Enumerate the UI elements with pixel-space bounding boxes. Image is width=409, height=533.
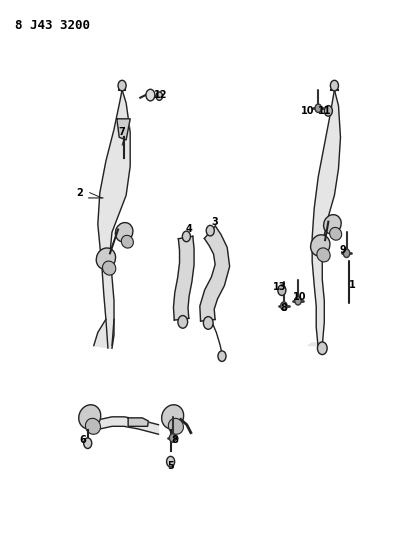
Circle shape xyxy=(166,456,174,467)
Circle shape xyxy=(277,285,285,295)
Text: 13: 13 xyxy=(272,281,286,292)
Polygon shape xyxy=(199,226,229,321)
Ellipse shape xyxy=(79,405,101,429)
Polygon shape xyxy=(100,417,158,434)
Ellipse shape xyxy=(85,418,100,434)
Ellipse shape xyxy=(329,228,341,240)
Circle shape xyxy=(324,106,332,116)
Circle shape xyxy=(294,296,301,305)
Circle shape xyxy=(280,302,286,310)
Text: 4: 4 xyxy=(185,223,192,233)
Circle shape xyxy=(317,342,326,354)
Circle shape xyxy=(182,231,190,241)
Text: 5: 5 xyxy=(167,461,173,471)
Polygon shape xyxy=(308,343,324,345)
Circle shape xyxy=(83,438,92,448)
Ellipse shape xyxy=(310,235,329,256)
Circle shape xyxy=(118,80,126,91)
Ellipse shape xyxy=(96,248,115,269)
Text: 3: 3 xyxy=(211,217,218,227)
Text: 1: 1 xyxy=(348,280,355,290)
Ellipse shape xyxy=(115,223,133,242)
Ellipse shape xyxy=(316,248,329,262)
Text: 8 J43 3200: 8 J43 3200 xyxy=(15,19,90,31)
Text: 9: 9 xyxy=(338,245,345,255)
Circle shape xyxy=(146,90,155,101)
Text: 11: 11 xyxy=(317,106,330,116)
Circle shape xyxy=(314,104,321,112)
Text: 2: 2 xyxy=(76,188,83,198)
Circle shape xyxy=(156,92,162,100)
Polygon shape xyxy=(94,319,114,348)
Text: 8: 8 xyxy=(280,303,287,313)
Text: 10: 10 xyxy=(292,292,306,302)
Polygon shape xyxy=(311,90,339,348)
Ellipse shape xyxy=(161,405,183,429)
Polygon shape xyxy=(128,418,148,426)
Ellipse shape xyxy=(102,261,115,275)
Polygon shape xyxy=(117,119,130,140)
Circle shape xyxy=(169,434,175,442)
Ellipse shape xyxy=(168,418,183,434)
Text: 10: 10 xyxy=(301,106,314,116)
Ellipse shape xyxy=(121,236,133,248)
Text: 8: 8 xyxy=(171,434,178,445)
Circle shape xyxy=(218,351,225,361)
Circle shape xyxy=(203,317,213,329)
Circle shape xyxy=(342,249,349,257)
Circle shape xyxy=(178,316,187,328)
Text: 12: 12 xyxy=(153,90,167,100)
Ellipse shape xyxy=(323,215,340,234)
Polygon shape xyxy=(173,236,193,320)
Text: 7: 7 xyxy=(119,127,125,137)
Circle shape xyxy=(206,225,214,236)
Polygon shape xyxy=(98,90,130,348)
Circle shape xyxy=(330,80,338,91)
Text: 6: 6 xyxy=(79,434,86,445)
